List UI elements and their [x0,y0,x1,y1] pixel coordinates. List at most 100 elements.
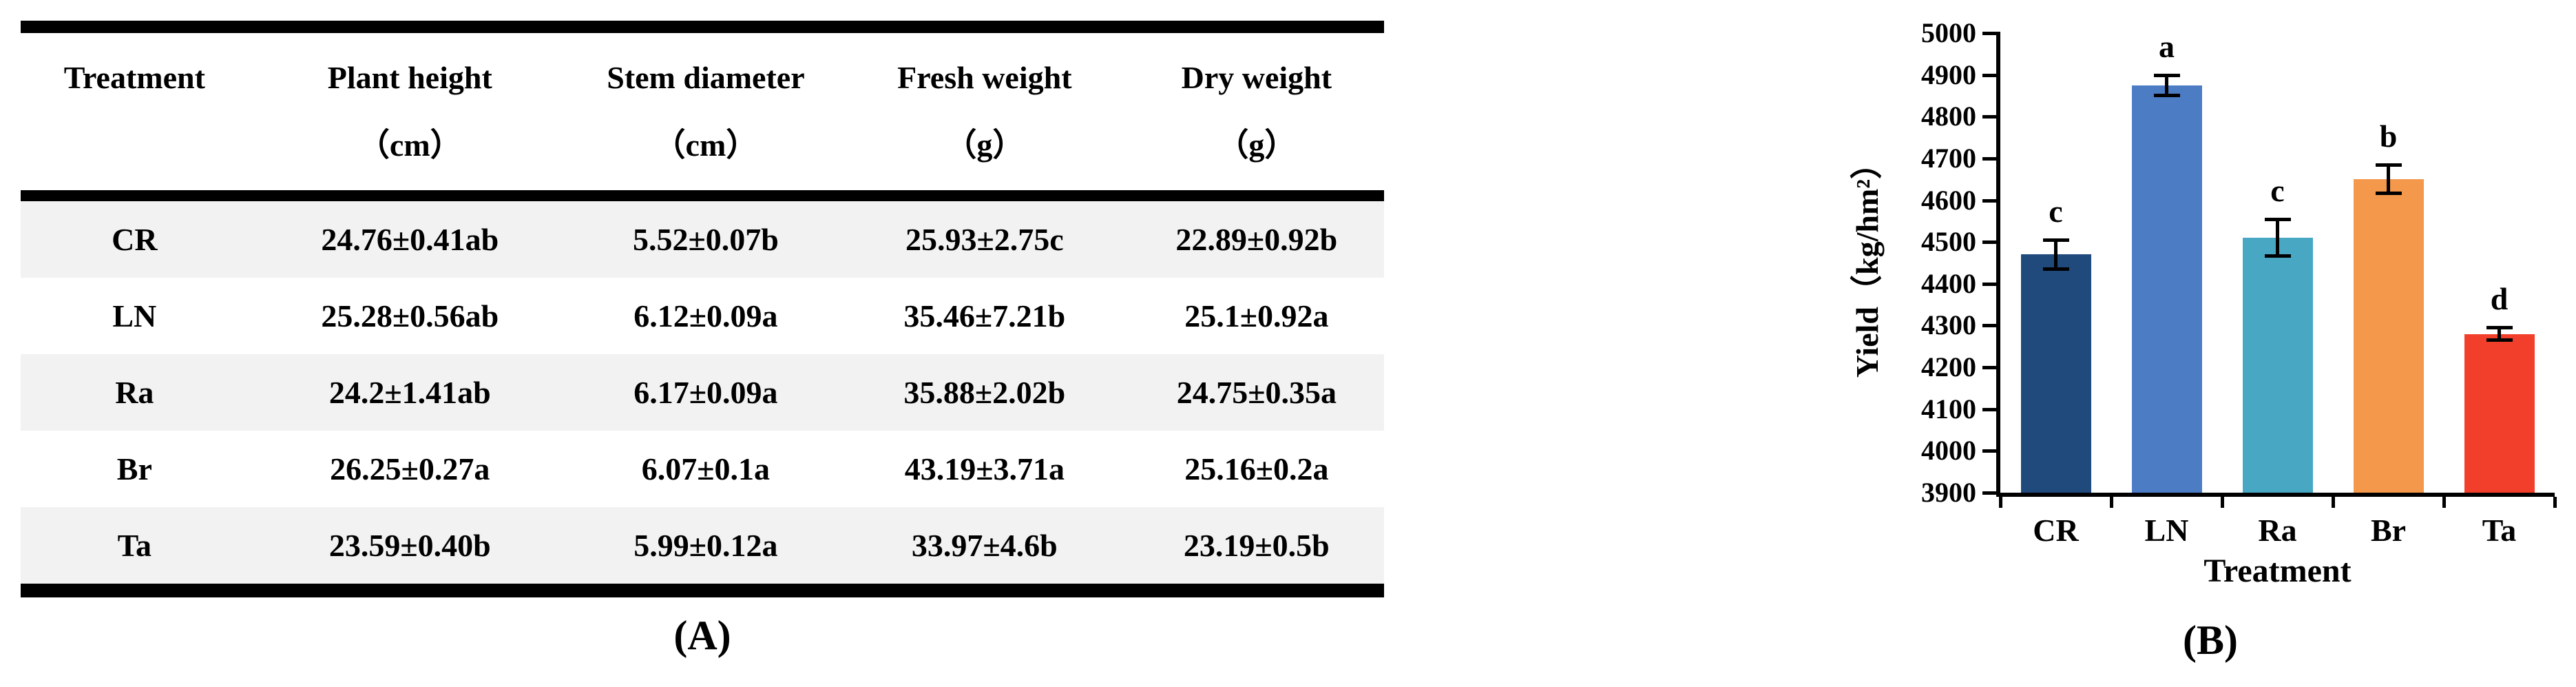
table-cell: 23.59±0.40b [328,527,491,563]
table-row-cr: CR 24.76±0.41ab 5.52±0.07b 25.93±2.75c 22.89… [21,201,1384,278]
error-bar [2498,327,2501,340]
y-tick [1982,324,1996,328]
column-title: Stem diameter [607,60,805,95]
significance-letter: d [2490,281,2509,317]
column-header-plant-height: Plant height （cm） [249,33,572,190]
column-header-treatment: Treatment [21,33,249,190]
bar-ln [2131,85,2202,493]
bar-cr [2020,254,2091,493]
y-tick-label: 4000 [1921,435,1976,466]
table-cell: 24.76±0.41ab [321,221,499,257]
column-unit: （cm） [357,127,462,163]
table-cell: 6.17±0.09a [633,374,778,410]
table-cell: 25.93±2.75c [905,221,1064,257]
y-tick [1982,407,1996,411]
y-tick [1982,240,1996,245]
x-category-label: LN [2144,513,2189,548]
y-tick [1982,491,1996,495]
y-tick-label: 4700 [1921,142,1976,174]
y-tick-label: 4300 [1921,309,1976,341]
y-tick [1982,156,1996,161]
error-bar-cap-top [2375,163,2402,167]
column-title: Plant height [327,60,492,95]
bar-ta [2464,334,2535,493]
significance-letter: c [2270,172,2285,208]
table-cell: 5.99±0.12a [633,527,778,563]
x-tick [2442,497,2446,508]
x-axis-line [1996,493,2555,497]
table-cell: 6.07±0.1a [641,451,771,486]
table-row-ta: Ta 23.59±0.40b 5.99±0.12a 33.97±4.6b 23.19±0… [21,507,1384,584]
x-category-label: Ra [2258,513,2297,548]
error-bar [2165,74,2168,96]
error-bar-cap-top [2486,326,2513,330]
y-tick [1982,198,1996,203]
x-tick [2332,497,2335,508]
table-row-ra: Ra 24.2±1.41ab 6.17±0.09a 35.88±2.02b 24.75±… [21,354,1384,431]
y-tick-label: 4200 [1921,351,1976,383]
x-category-label: CR [2033,513,2079,548]
x-category-label: Ta [2482,513,2517,548]
table-cell: 26.25±0.27a [330,451,490,486]
y-tick-label: 4900 [1921,59,1976,90]
row-treatment-label: Br [116,451,152,486]
error-bar [2054,240,2057,269]
row-treatment-label: Ra [115,374,154,410]
table-cell: 35.88±2.02b [903,374,1066,410]
x-tick [2553,497,2557,508]
column-unit: （g） [1217,127,1297,163]
row-treatment-label: CR [112,221,158,257]
row-treatment-label: LN [112,298,157,334]
x-category-label: Br [2370,513,2407,548]
significance-letter: b [2379,119,2398,154]
table-header-rule [21,190,1384,201]
table-cell: 43.19±3.71a [904,451,1065,486]
table-header-row: Treatment Plant height （cm） Stem diameter （c… [21,33,1384,190]
y-tick [1982,282,1996,286]
y-tick [1982,115,1996,119]
column-unit: （g） [945,127,1025,163]
y-tick-label: 3900 [1921,477,1976,508]
table-cell: 24.75±0.35a [1176,374,1337,410]
bar-ra [2242,238,2313,493]
y-tick [1982,366,1996,370]
error-bar [2387,165,2390,194]
column-title: Dry weight [1181,60,1332,95]
table-cell: 25.28±0.56ab [321,298,499,334]
y-tick-label: 4100 [1921,393,1976,424]
panel-b-caption: (B) [2183,617,2238,663]
table-body: CR 24.76±0.41ab 5.52±0.07b 25.93±2.75c 22.89… [21,201,1384,584]
error-bar-cap-top [2042,238,2069,243]
panel-a-caption: (A) [673,613,731,658]
column-unit: （cm） [653,127,758,163]
y-tick [1982,449,1996,453]
error-bar-cap-bottom [2042,267,2069,271]
x-tick [2221,497,2224,508]
y-tick [1982,73,1996,77]
y-tick-label: 4800 [1921,101,1976,132]
table-cell: 33.97±4.6b [911,527,1058,563]
error-bar-cap-top [2264,217,2291,221]
table-cell: 25.16±0.2a [1184,451,1329,486]
significance-letter: c [2049,194,2063,229]
table-cell: 24.2±1.41ab [328,374,491,410]
error-bar [2276,218,2279,257]
table-cell: 23.19±0.5b [1183,527,1330,563]
error-bar-cap-bottom [2375,192,2402,196]
y-tick-label: 4400 [1921,267,1976,299]
table-row-ln: LN 25.28±0.56ab 6.12±0.09a 35.46±7.21b 25.1±… [21,278,1384,354]
x-tick [2110,497,2113,508]
treatment-table: Treatment Plant height （cm） Stem diameter （c… [21,21,1384,597]
y-tick-label: 4500 [1921,226,1976,258]
error-bar-cap-bottom [2153,93,2180,97]
table-bottom-rule [21,584,1384,597]
table-row-br: Br 26.25±0.27a 6.07±0.1a 43.19±3.71a 25.16±0… [21,431,1384,507]
column-title: Treatment [63,60,205,95]
table-cell: 35.46±7.21b [903,298,1066,334]
column-header-stem-diameter: Stem diameter （cm） [572,33,840,190]
error-bar-cap-bottom [2264,254,2291,258]
error-bar-cap-bottom [2486,338,2513,342]
y-axis-title: Yield（kg/hm²） [1850,147,1885,378]
